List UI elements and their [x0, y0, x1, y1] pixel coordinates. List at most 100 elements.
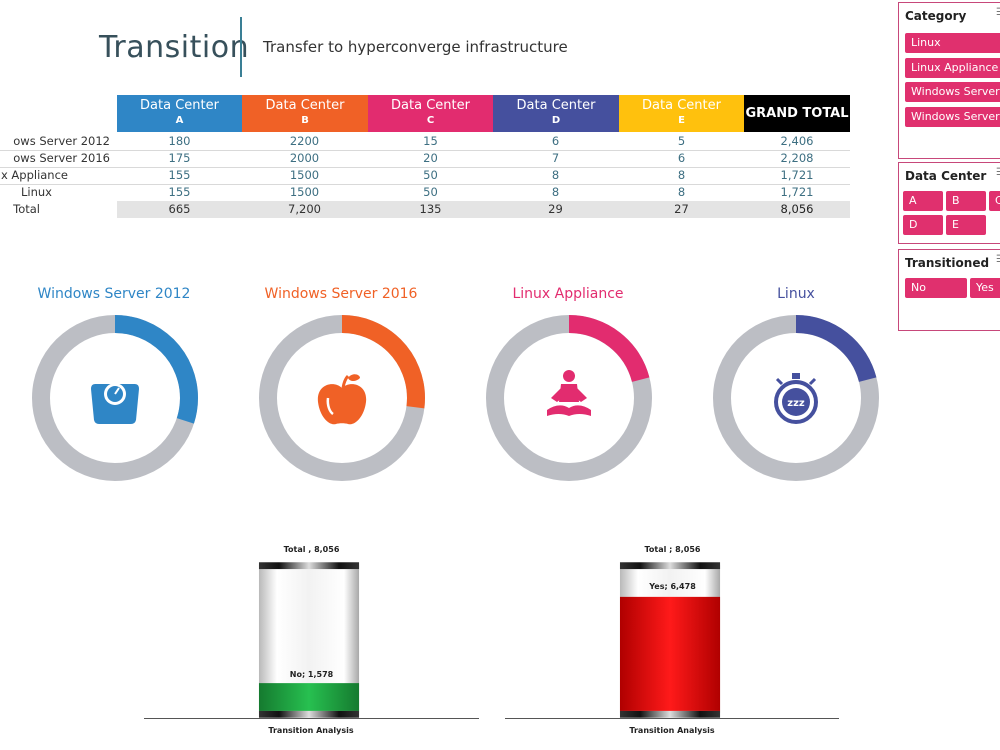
svg-text:zzz: zzz	[787, 398, 805, 409]
cylinder-fill-label: No; 1,578	[289, 670, 334, 680]
table-cell-total: 8,056	[780, 202, 814, 216]
cylinder-caption: Transition Analysis	[629, 726, 715, 735]
cylinder-fill-label: Yes; 6,478	[649, 581, 696, 591]
slicer-title: Transitioned	[905, 256, 990, 270]
table-row[interactable]: ows Server 2016 175 2000 20 7 6 2,208	[0, 150, 850, 168]
table-cell: 15	[423, 134, 438, 148]
table-cell: 2000	[289, 151, 320, 165]
row-label: Total	[13, 202, 40, 216]
donut-title-windows-server-2012: Windows Server 2012	[37, 286, 191, 302]
category-slicer: Category ☰ Linux Linux Appliance Windows…	[898, 2, 1000, 159]
table-cell: 135	[419, 202, 442, 216]
row-label: Linux	[21, 185, 52, 199]
slicer-title: Data Center	[905, 169, 987, 183]
page-title: Transition	[99, 30, 250, 65]
row-label: ux Appliance	[0, 168, 68, 182]
row-label: ows Server 2012	[13, 134, 110, 148]
donut-arc	[713, 315, 879, 481]
slicer-item-yes[interactable]: Yes	[970, 278, 1000, 298]
table-cell: 1500	[289, 185, 320, 199]
table-cell-total: 2,208	[780, 151, 814, 165]
table-cell: 155	[168, 185, 191, 199]
column-header-dc-d[interactable]: Data Center D	[493, 95, 619, 132]
slicer-item-no[interactable]: No	[905, 278, 967, 298]
cylinder-bottom-cap	[619, 710, 721, 718]
slicer-item-linux-appliance[interactable]: Linux Appliance	[905, 58, 1000, 78]
slicer-item-c[interactable]: C	[989, 191, 1000, 211]
multi-select-icon[interactable]: ☰	[996, 254, 1000, 265]
cylinder-chart-no[interactable]	[258, 560, 361, 720]
cylinder-caption: Transition Analysis	[268, 726, 354, 735]
total-label-background	[0, 201, 117, 218]
donut-title-linux-appliance: Linux Appliance	[512, 286, 624, 302]
transitioned-slicer: Transitioned ☰ No Yes	[898, 249, 1000, 331]
table-row[interactable]: ows Server 2012 180 2200 15 6 5 2,406	[0, 133, 850, 151]
column-header-grand-total[interactable]: GRAND TOTAL	[744, 95, 850, 132]
table-cell: 8	[677, 185, 686, 199]
column-header-code: B	[301, 115, 309, 126]
cylinder-chart-yes[interactable]	[619, 560, 722, 720]
table-cell: 5	[677, 134, 686, 148]
table-cell: 180	[168, 134, 191, 148]
column-header-dc-b[interactable]: Data Center B	[242, 95, 368, 132]
donut-arc	[486, 315, 652, 481]
column-header-label: Data Center	[516, 98, 596, 113]
column-header-code: D	[551, 115, 561, 126]
slicer-item-b[interactable]: B	[946, 191, 986, 211]
table-row[interactable]: Linux 155 1500 50 8 8 1,721	[0, 184, 850, 202]
scale-icon	[91, 383, 139, 424]
table-cell: 7	[551, 151, 560, 165]
cylinder-fill	[619, 596, 721, 711]
cylinder-bottom-cap	[258, 710, 360, 718]
meditation-icon	[547, 370, 591, 416]
donut-chart-linux[interactable]: zzz	[712, 314, 880, 482]
cylinder-top-cap	[258, 562, 360, 570]
table-cell: 1500	[289, 168, 320, 182]
donut-title-linux: Linux	[777, 286, 815, 302]
table-cell-total: 2,406	[780, 134, 814, 148]
multi-select-icon[interactable]: ☰	[996, 7, 1000, 18]
slicer-item-linux[interactable]: Linux	[905, 33, 1000, 53]
table-total-row[interactable]: Total 665 7,200 135 29 27 8,056	[0, 201, 850, 218]
column-header-code: E	[678, 115, 685, 126]
cylinder-total-label: Total , 8,056	[283, 545, 340, 554]
table-cell: 175	[168, 151, 191, 165]
page-subtitle: Transfer to hyperconverge infrastructure	[263, 38, 568, 56]
slicer-item-windows-server-2[interactable]: Windows Server ...	[905, 107, 1000, 127]
data-center-slicer: Data Center ☰ A B C D E	[898, 162, 1000, 244]
table-cell: 50	[423, 185, 438, 199]
slicer-title: Category	[905, 9, 967, 23]
column-header-label: Data Center	[391, 98, 470, 113]
slicer-item-e[interactable]: E	[946, 215, 986, 235]
chart-baseline	[144, 718, 479, 719]
table-cell: 665	[168, 202, 191, 216]
donut-arc	[259, 315, 425, 481]
column-header-dc-e[interactable]: Data Center E	[619, 95, 744, 132]
table-cell: 155	[168, 168, 191, 182]
table-cell: 8	[551, 168, 560, 182]
stopwatch-sleep-icon: zzz	[774, 373, 818, 424]
column-header-dc-c[interactable]: Data Center C	[368, 95, 493, 132]
slicer-item-a[interactable]: A	[903, 191, 943, 211]
row-label: ows Server 2016	[13, 151, 110, 165]
table-cell-total: 1,721	[780, 168, 814, 182]
multi-select-icon[interactable]: ☰	[996, 167, 1000, 178]
table-cell: 29	[548, 202, 563, 216]
column-header-label: Data Center	[140, 98, 219, 113]
column-header-code: A	[175, 115, 184, 126]
donut-chart-windows-server-2016[interactable]	[258, 314, 426, 482]
apple-icon	[317, 374, 367, 425]
table-cell: 7,200	[288, 202, 321, 216]
donut-chart-linux-appliance[interactable]	[485, 314, 653, 482]
donut-chart-windows-server-2012[interactable]	[31, 314, 199, 482]
table-cell: 8	[551, 185, 560, 199]
table-row[interactable]: ux Appliance 155 1500 50 8 8 1,721	[0, 167, 850, 185]
donut-arc	[32, 315, 198, 481]
cylinder-top-cap	[619, 562, 721, 570]
slicer-item-d[interactable]: D	[903, 215, 943, 235]
column-header-dc-a[interactable]: Data Center A	[117, 95, 242, 132]
column-header-label: Data Center	[642, 98, 721, 113]
slicer-item-windows-server-1[interactable]: Windows Server ...	[905, 82, 1000, 102]
table-cell: 2200	[289, 134, 320, 148]
title-divider	[240, 17, 242, 77]
